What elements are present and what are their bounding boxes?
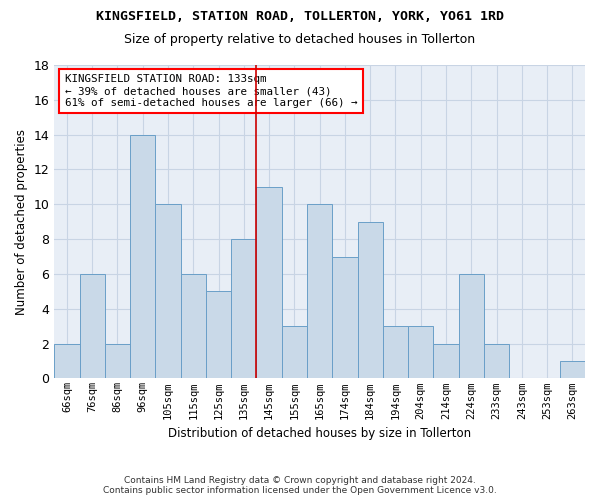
Bar [181,274,206,378]
Bar [358,222,383,378]
Bar [105,344,130,378]
Y-axis label: Number of detached properties: Number of detached properties [15,128,28,314]
Bar [256,187,282,378]
Bar [307,204,332,378]
Bar [54,344,80,378]
Bar [130,134,155,378]
Text: KINGSFIELD STATION ROAD: 133sqm
← 39% of detached houses are smaller (43)
61% of: KINGSFIELD STATION ROAD: 133sqm ← 39% of… [65,74,358,108]
Bar [484,344,509,378]
Bar [560,361,585,378]
X-axis label: Distribution of detached houses by size in Tollerton: Distribution of detached houses by size … [168,427,471,440]
Bar [458,274,484,378]
Bar [332,256,358,378]
Bar [408,326,433,378]
Text: KINGSFIELD, STATION ROAD, TOLLERTON, YORK, YO61 1RD: KINGSFIELD, STATION ROAD, TOLLERTON, YOR… [96,10,504,23]
Bar [282,326,307,378]
Bar [80,274,105,378]
Text: Size of property relative to detached houses in Tollerton: Size of property relative to detached ho… [124,32,476,46]
Bar [231,239,256,378]
Bar [206,292,231,378]
Text: Contains HM Land Registry data © Crown copyright and database right 2024.
Contai: Contains HM Land Registry data © Crown c… [103,476,497,495]
Bar [383,326,408,378]
Bar [155,204,181,378]
Bar [433,344,458,378]
